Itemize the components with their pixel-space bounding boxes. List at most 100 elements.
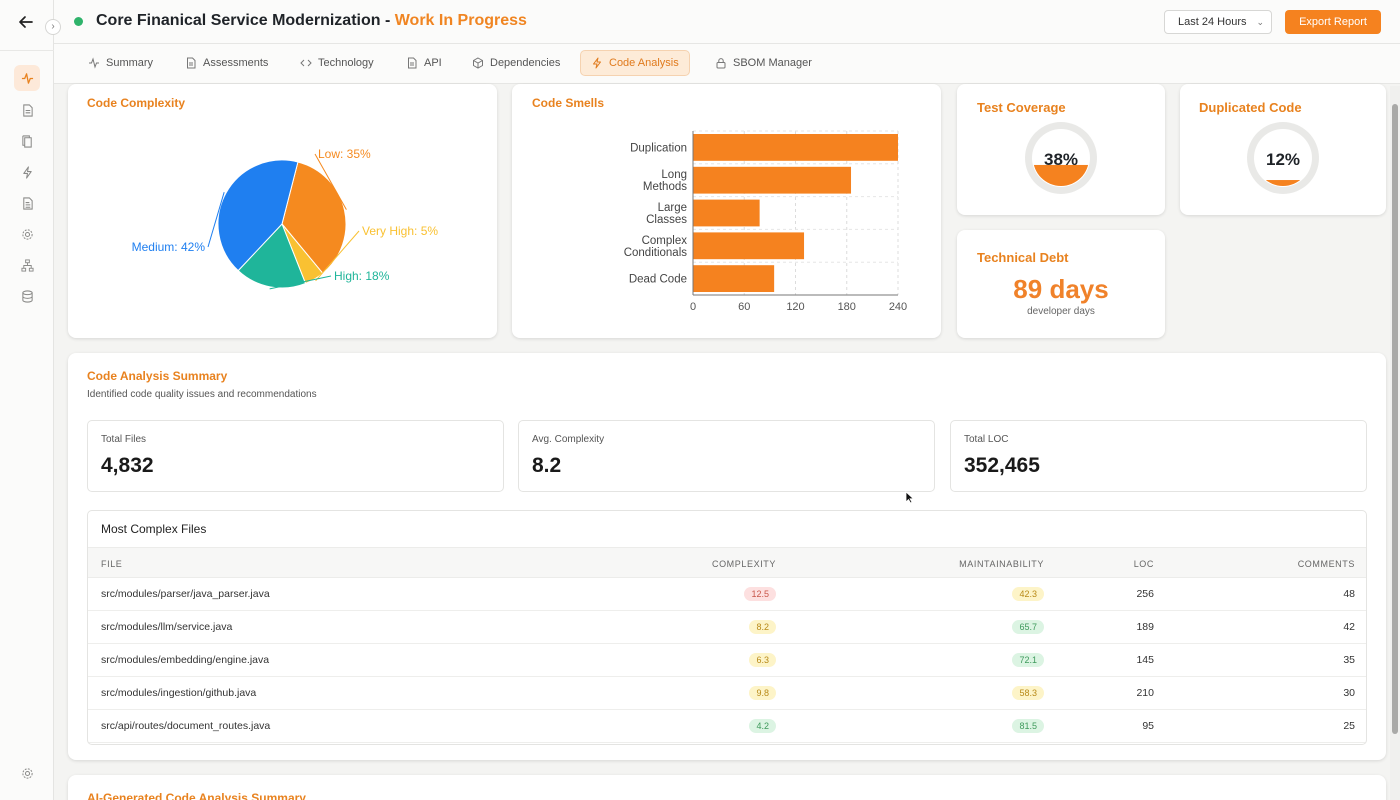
- bar-long-methods[interactable]: [693, 166, 852, 194]
- stat-label: Total Files: [101, 434, 147, 445]
- technical-debt-unit: developer days: [1027, 306, 1095, 317]
- rail-divider: [0, 50, 54, 51]
- file-icon[interactable]: [14, 190, 40, 216]
- y-tick-label: Complex: [642, 235, 688, 247]
- column-header-file[interactable]: FILE: [101, 559, 123, 569]
- table-row[interactable]: src/modules/embedding/engine.java 6.3 72.1…: [88, 644, 1366, 677]
- tab-dependencies[interactable]: Dependencies: [462, 50, 570, 76]
- cell-maintainability: 81.5: [1012, 719, 1044, 733]
- y-tick-label: Duplication: [630, 142, 687, 154]
- pie-label-leader: [315, 230, 360, 282]
- page-scrollbar[interactable]: [1390, 86, 1400, 800]
- pie-slice[interactable]: [281, 161, 347, 275]
- tab-api[interactable]: API: [396, 50, 452, 76]
- cell-complexity: 6.3: [749, 653, 776, 667]
- table-row[interactable]: src/modules/llm/service.java 8.2 65.7 189 42: [88, 611, 1366, 644]
- tab-code-analysis[interactable]: Code Analysis: [580, 50, 690, 76]
- column-header-maintainability[interactable]: MAINTAINABILITY: [959, 559, 1044, 569]
- card-title: Test Coverage: [977, 100, 1066, 115]
- card-title: AI-Generated Code Analysis Summary: [87, 791, 306, 800]
- expand-sidebar-button[interactable]: ›: [45, 19, 61, 35]
- tab-sbom-manager[interactable]: SBOM Manager: [705, 50, 822, 76]
- cell-file: src/api/routes/document_routes.java: [101, 720, 271, 732]
- tab-assessments[interactable]: Assessments: [175, 50, 278, 76]
- bar-duplication[interactable]: [693, 134, 898, 161]
- table-row[interactable]: src/modules/ingestion/github.java 9.8 58.3…: [88, 677, 1366, 710]
- page-title: Core Finanical Service Modernization - W…: [96, 12, 527, 30]
- cell-complexity: 4.2: [749, 719, 776, 733]
- stat-label: Total LOC: [964, 434, 1009, 445]
- column-header-comments[interactable]: COMMENTS: [1297, 559, 1355, 569]
- cell-file: src/modules/ingestion/github.java: [101, 687, 257, 699]
- top-bar: Core Finanical Service Modernization - W…: [54, 0, 1400, 44]
- cell-file: src/modules/parser/java_parser.java: [101, 588, 270, 600]
- cell-loc: 95: [1142, 720, 1154, 732]
- settings-gear-icon[interactable]: [14, 760, 40, 786]
- column-header-loc[interactable]: LOC: [1133, 559, 1154, 569]
- tab-label: API: [424, 57, 442, 69]
- duplicated-code-card: Duplicated Code 12%: [1180, 84, 1386, 215]
- scrollbar-thumb[interactable]: [1392, 104, 1398, 734]
- bar-dead-code[interactable]: [693, 265, 775, 292]
- network-icon[interactable]: [14, 252, 40, 278]
- pie-slice[interactable]: [237, 223, 307, 289]
- card-title: Code Complexity: [87, 96, 186, 110]
- back-arrow-icon[interactable]: [16, 12, 36, 32]
- time-range-select[interactable]: Last 24 Hours ⌄: [1164, 10, 1272, 34]
- stat-total-files: Total Files 4,832: [87, 420, 504, 492]
- chevron-down-icon: ⌄: [1256, 17, 1264, 27]
- duplicated-gauge: [1247, 122, 1319, 194]
- bar-large-classes[interactable]: [693, 199, 760, 227]
- cell-file: src/modules/embedding/engine.java: [101, 654, 270, 666]
- left-rail: [0, 0, 54, 800]
- cell-comments: 42: [1343, 621, 1355, 633]
- table-row[interactable]: src/modules/parser/java_parser.java 12.5 4…: [88, 578, 1366, 611]
- duplicated-value: 12%: [1265, 150, 1301, 169]
- pie-slice[interactable]: [217, 159, 299, 272]
- cell-complexity: 12.5: [744, 587, 776, 601]
- export-report-button[interactable]: Export Report: [1285, 10, 1381, 34]
- pie-label-leader: [269, 275, 332, 290]
- tab-summary[interactable]: Summary: [78, 50, 163, 76]
- bar-complex-conditionals[interactable]: [693, 232, 805, 260]
- document-icon[interactable]: [14, 97, 40, 123]
- activity-icon[interactable]: [14, 65, 40, 91]
- project-status: Work In Progress: [394, 12, 527, 29]
- gear-icon[interactable]: [14, 221, 40, 247]
- bolt-icon[interactable]: [14, 159, 40, 185]
- cell-maintainability: 58.3: [1012, 686, 1044, 700]
- code-smells-bar-chart: 0 60 120 180 240DuplicationLongMethodsLargeC…: [624, 130, 907, 313]
- ai-summary-card: AI-Generated Code Analysis Summary: [68, 775, 1386, 800]
- tab-label: Summary: [106, 57, 154, 69]
- cell-complexity: 9.8: [749, 686, 776, 700]
- pie-label: Medium: 42%: [132, 240, 206, 254]
- complexity-pie-chart: Low: 35% Very High: 5% High: 18% Medium: 42…: [132, 147, 438, 290]
- cell-comments: 25: [1343, 720, 1355, 732]
- coverage-gauge: [1025, 122, 1097, 194]
- tab-technology[interactable]: Technology: [290, 50, 384, 76]
- x-tick-label: 180: [838, 301, 856, 313]
- tab-label: Code Analysis: [609, 57, 679, 69]
- column-header-complexity[interactable]: COMPLEXITY: [711, 559, 776, 569]
- table-row[interactable]: src/api/routes/document_routes.java 4.2 81…: [88, 710, 1366, 743]
- tab-label: Assessments: [203, 57, 269, 69]
- tab-bar: Summary Assessments Technology API Depen…: [54, 44, 1400, 84]
- code-analysis-summary-card: Code Analysis Summary Identified code qu…: [68, 353, 1386, 760]
- activity-icon: [89, 57, 99, 69]
- tab-label: Dependencies: [490, 57, 561, 69]
- file-icon: [408, 57, 417, 69]
- card-subtitle: Identified code quality issues and recom…: [87, 389, 317, 400]
- copy-icon[interactable]: [14, 128, 40, 154]
- database-icon[interactable]: [14, 283, 40, 309]
- card-title: Duplicated Code: [1199, 100, 1302, 115]
- stat-value: 8.2: [532, 454, 562, 477]
- pie-label-leader: [314, 153, 347, 210]
- stat-avg-complexity: Avg. Complexity 8.2: [518, 420, 935, 492]
- y-tick-label: Large: [658, 202, 687, 214]
- y-tick-label: Methods: [643, 181, 687, 193]
- cell-maintainability: 72.1: [1012, 653, 1044, 667]
- stat-value: 352,465: [964, 454, 1040, 477]
- gauge-fill: [1033, 164, 1089, 186]
- lock-icon: [716, 58, 726, 69]
- code-smells-card: Code Smells 0 60 120 180 240 Duplication Long M…: [512, 84, 941, 338]
